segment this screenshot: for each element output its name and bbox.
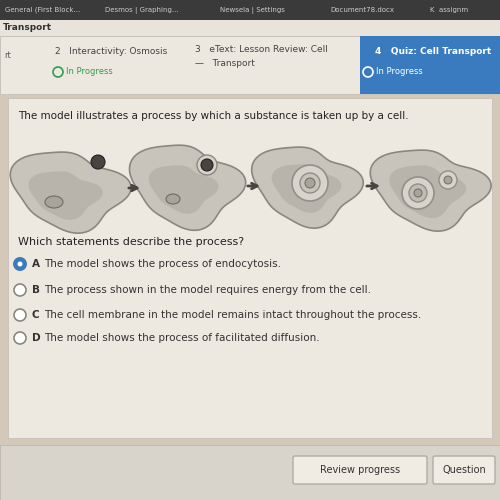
FancyBboxPatch shape [0,36,500,94]
Circle shape [201,159,213,171]
Text: Question: Question [442,465,486,475]
Text: The model illustrates a process by which a substance is taken up by a cell.: The model illustrates a process by which… [18,111,408,121]
Polygon shape [148,166,218,214]
Polygon shape [370,150,491,231]
Text: In Progress: In Progress [376,68,423,76]
Circle shape [439,171,457,189]
Circle shape [14,284,26,296]
Circle shape [414,189,422,197]
Circle shape [91,155,105,169]
Text: 2   Interactivity: Osmosis: 2 Interactivity: Osmosis [55,48,167,56]
FancyBboxPatch shape [0,0,500,20]
Text: B: B [32,285,40,295]
Circle shape [409,184,427,202]
Polygon shape [130,145,246,230]
FancyBboxPatch shape [433,456,495,484]
Text: The process shown in the model requires energy from the cell.: The process shown in the model requires … [44,285,371,295]
Text: C: C [32,310,40,320]
Circle shape [444,176,452,184]
Text: rt: rt [4,50,11,59]
Polygon shape [272,164,342,213]
Text: Review progress: Review progress [320,465,400,475]
Text: Newsela | Settings: Newsela | Settings [220,6,285,14]
Circle shape [14,258,26,270]
Text: Document78.docx: Document78.docx [330,7,394,13]
Text: Transport: Transport [3,24,52,32]
Text: Which statements describe the process?: Which statements describe the process? [18,237,244,247]
Ellipse shape [166,194,180,204]
FancyBboxPatch shape [0,445,500,500]
Circle shape [197,155,217,175]
Text: A: A [32,259,40,269]
FancyBboxPatch shape [293,456,427,484]
Polygon shape [10,152,131,233]
Text: K  assignm: K assignm [430,7,468,13]
Circle shape [18,262,22,266]
Circle shape [14,332,26,344]
FancyBboxPatch shape [8,98,492,438]
Circle shape [14,309,26,321]
Circle shape [305,178,315,188]
Circle shape [402,177,434,209]
Text: 3   eText: Lesson Review: Cell: 3 eText: Lesson Review: Cell [195,46,328,54]
Text: The model shows the process of endocytosis.: The model shows the process of endocytos… [44,259,281,269]
Circle shape [292,165,328,201]
Text: —   Transport: — Transport [195,58,255,68]
Text: The model shows the process of facilitated diffusion.: The model shows the process of facilitat… [44,333,320,343]
Text: 4   Quiz: Cell Transport: 4 Quiz: Cell Transport [375,48,491,56]
Circle shape [14,258,26,270]
Text: D: D [32,333,40,343]
Circle shape [300,173,320,193]
Text: General (First Block...: General (First Block... [5,6,80,13]
Polygon shape [28,172,103,220]
Text: The cell membrane in the model remains intact throughout the process.: The cell membrane in the model remains i… [44,310,421,320]
FancyBboxPatch shape [0,20,500,36]
Text: In Progress: In Progress [66,68,113,76]
Polygon shape [252,147,363,228]
Polygon shape [390,166,466,218]
Ellipse shape [45,196,63,208]
Text: Desmos | Graphing...: Desmos | Graphing... [105,6,178,14]
FancyBboxPatch shape [360,36,500,94]
